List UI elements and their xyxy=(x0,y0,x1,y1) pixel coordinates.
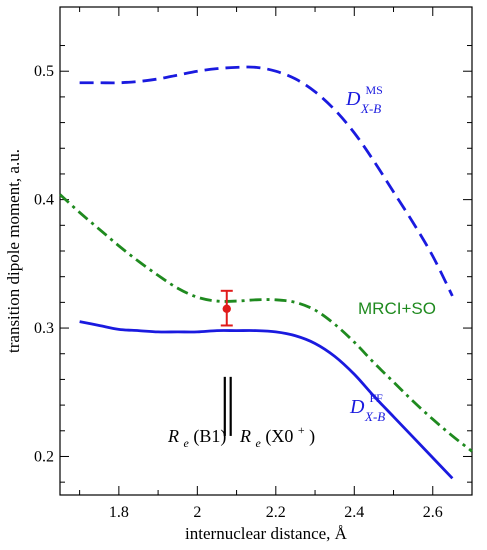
re-x0-sup: + xyxy=(298,423,305,437)
re-x0-main: R xyxy=(239,426,251,446)
x-tick-label: 1.8 xyxy=(109,504,129,521)
re-x0-sub: e xyxy=(256,436,262,450)
y-tick-label: 0.2 xyxy=(34,448,54,465)
series-layer xyxy=(59,65,473,480)
ms-dashed-line xyxy=(79,65,454,297)
y-tick-label: 0.3 xyxy=(34,320,54,337)
re-b1-label: R e (B1) xyxy=(167,426,226,451)
mrci-dashdot-line xyxy=(59,193,473,453)
x-tick-label: 2 xyxy=(193,504,201,521)
x-tick-label: 2.4 xyxy=(344,504,364,521)
annotations xyxy=(220,289,233,436)
x-tick-label: 2.2 xyxy=(266,504,286,521)
mrci-series-label: MRCI+SO xyxy=(358,299,436,318)
y-axis-title: transition dipole moment, a.u. xyxy=(4,149,23,353)
ff-label-sub: X-B xyxy=(364,409,385,424)
ff-solid-line xyxy=(79,320,454,480)
plot-frame xyxy=(59,6,473,496)
ff-label-sup: FF xyxy=(369,391,383,405)
ms-label-sub: X-B xyxy=(360,101,381,116)
re-x0-close: ) xyxy=(309,426,315,447)
x-axis-title: internuclear distance, Å xyxy=(185,524,348,543)
experiment-point xyxy=(222,304,231,313)
re-b1-arg: (B1) xyxy=(193,426,226,447)
re-x0-arg: (X0 xyxy=(265,426,293,447)
ff-series-label: D FF X-B xyxy=(349,389,387,424)
ms-label-main: D xyxy=(345,88,361,110)
y-tick-label: 0.4 xyxy=(34,192,54,209)
axis-ticks: 1.8 2 2.2 2.4 2.6 0.2 0.3 0.4 0.5 xyxy=(34,7,472,521)
ms-label-sup: MS xyxy=(365,83,382,97)
ff-label-main: D xyxy=(349,396,365,418)
x-tick-label: 2.6 xyxy=(423,504,443,521)
re-b1-main: R xyxy=(167,426,179,446)
ms-series-label: D MS X-B xyxy=(345,81,387,116)
re-b1-sub: e xyxy=(184,436,190,450)
re-x0-label: R e (X0 + ) xyxy=(239,418,315,451)
y-tick-label: 0.5 xyxy=(34,63,54,80)
